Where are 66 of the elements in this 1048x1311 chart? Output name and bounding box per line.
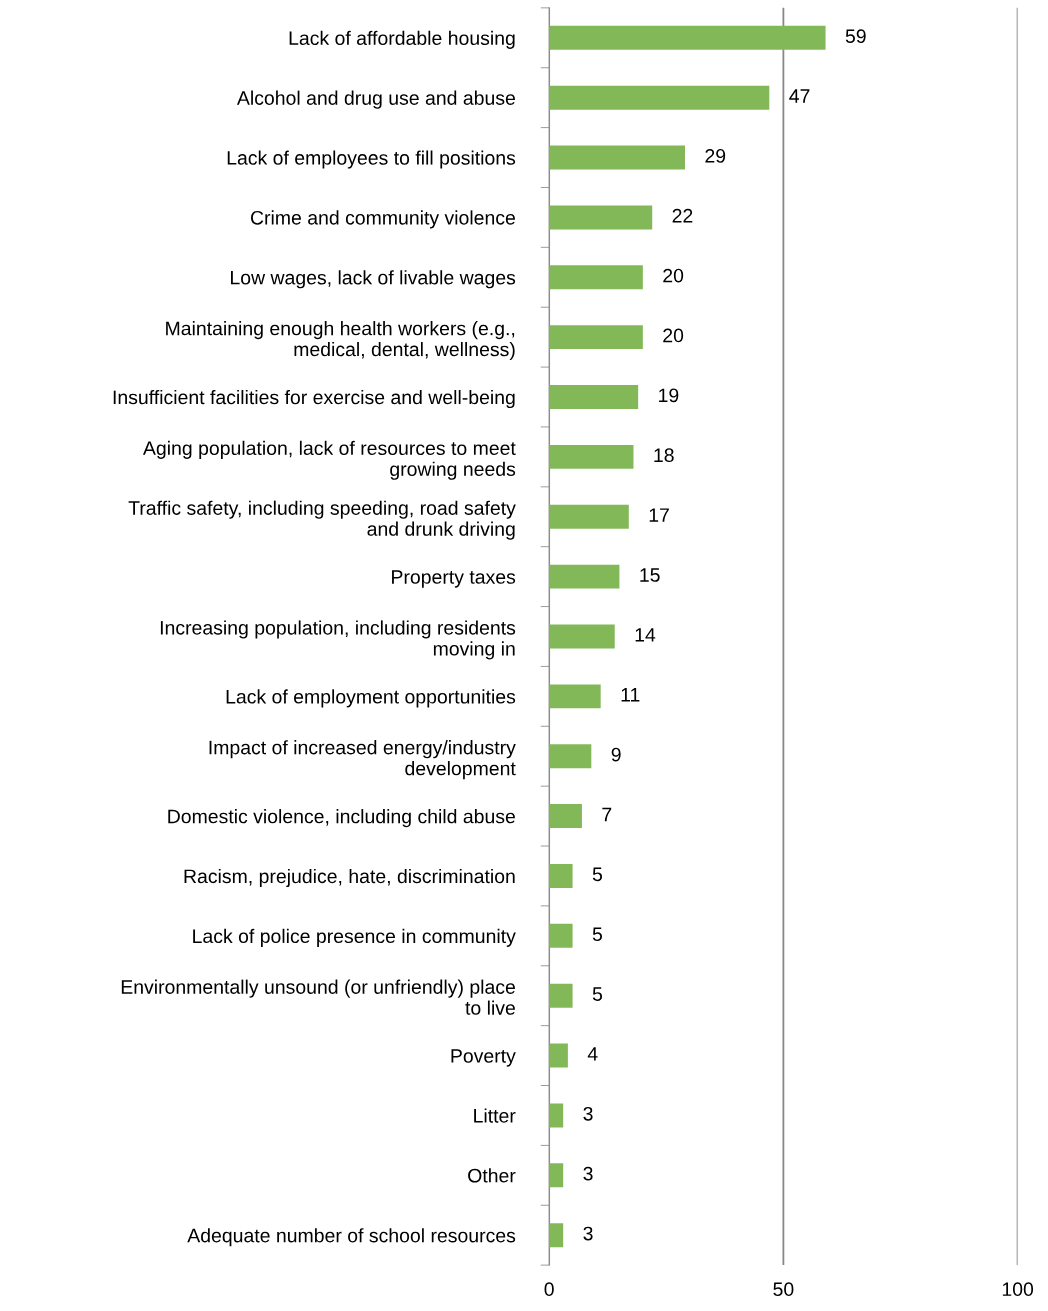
data-label: 3 (583, 1166, 593, 1181)
bar (549, 1163, 564, 1188)
y-tick-label: Lack of affordable housing (289, 30, 515, 49)
bar (549, 1223, 564, 1248)
data-label: 3 (583, 1106, 593, 1121)
y-tick-label: Increasing population, including residents moving in (160, 620, 516, 660)
bar (549, 624, 615, 649)
x-tick-label: 0 (544, 1282, 554, 1297)
data-label: 14 (635, 628, 656, 642)
y-tick-label: Traffic safety, including speeding, road safety and drunk driving (128, 500, 516, 540)
data-label: 20 (663, 328, 684, 343)
bar (549, 564, 620, 589)
y-tick-label: Domestic violence, including child abuse (168, 809, 515, 828)
data-label: 47 (789, 89, 810, 103)
data-label: 20 (663, 268, 684, 283)
data-label: 5 (592, 927, 603, 942)
bar (549, 983, 573, 1008)
y-tick-label: Lack of police presence in community (193, 928, 516, 947)
data-label: 11 (621, 688, 640, 702)
bar (549, 205, 653, 230)
bar (549, 265, 643, 290)
data-label: 5 (592, 867, 603, 882)
y-tick-label: Other (468, 1168, 516, 1183)
data-label: 9 (611, 747, 621, 762)
bar (549, 85, 770, 110)
y-tick-label: Crime and community violence (250, 210, 515, 229)
bar (549, 325, 643, 350)
data-label: 18 (654, 448, 674, 463)
y-tick-label: Racism, prejudice, hate, discrimination (184, 868, 515, 888)
y-tick-label: Environmentally unsound (or unfriendly) place to live (121, 979, 515, 1015)
bar (549, 504, 629, 529)
y-tick-label: Property taxes (392, 570, 516, 588)
bar (549, 25, 826, 50)
data-label: 19 (659, 388, 679, 403)
data-label: 4 (587, 1047, 598, 1061)
x-tick-label: 100 (1002, 1282, 1034, 1297)
bar (549, 385, 639, 409)
data-label: 17 (649, 508, 669, 522)
bar (549, 684, 601, 709)
y-tick-label: Poverty (451, 1049, 516, 1067)
y-tick-label: Litter (474, 1108, 516, 1123)
data-label: 22 (672, 208, 693, 223)
bar (549, 923, 573, 948)
bar (549, 863, 573, 888)
y-tick-label: Maintaining enough health workers (e.g., medical, dental, wellness) (166, 321, 515, 361)
data-label: 15 (640, 568, 660, 582)
bar (549, 804, 582, 829)
data-label: 7 (602, 807, 612, 822)
bar (549, 444, 634, 469)
y-tick-label: Insufficient facilities for exercise and well-being (113, 389, 515, 409)
y-tick-label: Lack of employees to fill positions (227, 150, 516, 169)
y-tick-label: Lack of employment opportunities (226, 689, 516, 708)
bar (549, 1043, 568, 1068)
bar (549, 1103, 564, 1128)
y-tick-label: Impact of increased energy/industry development (209, 740, 516, 780)
data-label: 3 (583, 1226, 593, 1241)
y-tick-label: Low wages, lack of livable wages (231, 270, 516, 289)
bar (549, 744, 592, 769)
data-label: 29 (705, 148, 726, 163)
y-tick-label: Aging population, lack of resources to meet growing needs (142, 440, 516, 480)
y-tick-label: Adequate number of school resources (187, 1228, 516, 1247)
y-tick-label: Alcohol and drug use and abuse (236, 90, 515, 109)
x-tick-label: 50 (773, 1282, 794, 1297)
data-label: 5 (592, 987, 603, 1001)
data-label: 59 (845, 29, 866, 44)
bar (549, 145, 685, 170)
